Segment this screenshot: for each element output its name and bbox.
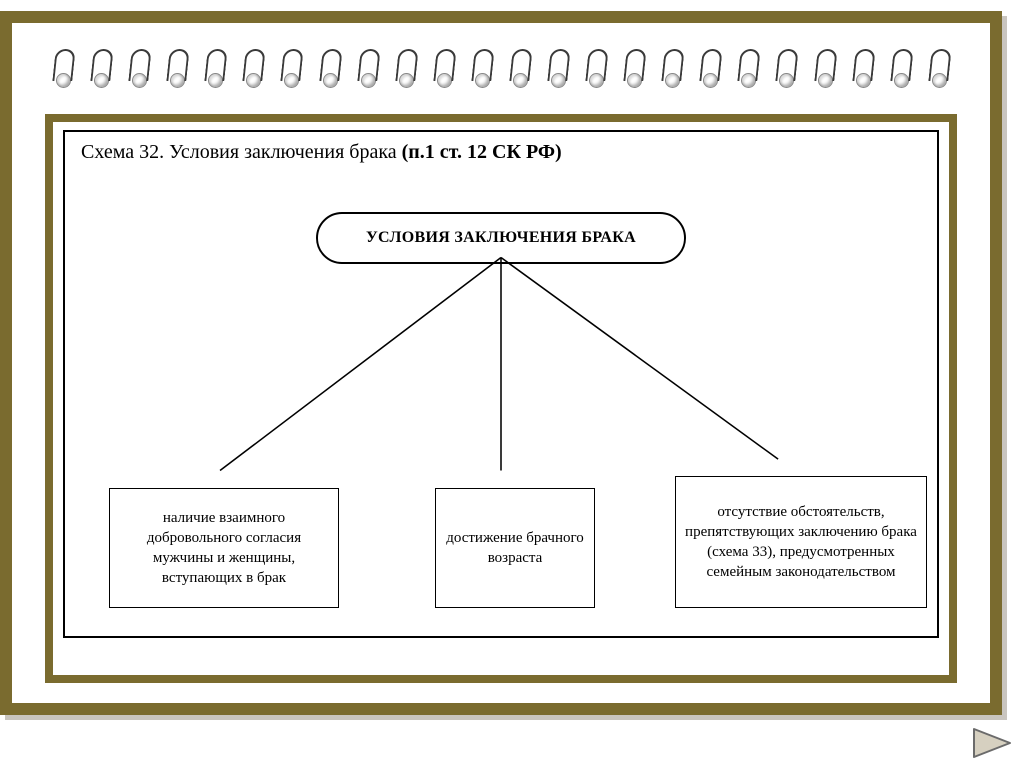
spiral-ring [280,51,302,97]
spiral-ring [128,51,150,97]
play-icon [968,725,1014,761]
spiral-ring [775,51,797,97]
child-2-label: достижение брачного возраста [444,528,586,569]
spiral-ring [623,51,645,97]
spiral-ring [737,51,759,97]
spiral-ring [90,51,112,97]
spiral-ring [242,51,264,97]
spiral-ring [319,51,341,97]
spiral-ring [433,51,455,97]
spiral-ring [357,51,379,97]
spiral-ring [52,51,74,97]
diagram-panel: Схема 32. Условия заключения брака (п.1 … [63,130,939,638]
edge-1 [220,258,501,471]
spiral-binding [52,51,950,97]
spiral-ring [928,51,950,97]
title-prefix: Схема 32. Условия заключения брака [81,141,402,163]
spiral-ring [204,51,226,97]
root-node: УСЛОВИЯ ЗАКЛЮЧЕНИЯ БРАКА [316,212,686,264]
spiral-ring [509,51,531,97]
spiral-ring [661,51,683,97]
root-label: УСЛОВИЯ ЗАКЛЮЧЕНИЯ БРАКА [366,229,636,247]
child-3-label: отсутствие обстоятельств, препятствующих… [684,502,918,583]
spiral-ring [852,51,874,97]
spiral-ring [890,51,912,97]
outer-frame: Схема 32. Условия заключения брака (п.1 … [0,11,1002,715]
spiral-ring [166,51,188,97]
spiral-ring [585,51,607,97]
spiral-ring [395,51,417,97]
child-1-label: наличие взаимного добровольного согласия… [118,508,330,589]
child-node-2: достижение брачного возраста [435,488,595,608]
spiral-ring [471,51,493,97]
spiral-ring [814,51,836,97]
next-button[interactable] [968,725,1014,761]
child-node-1: наличие взаимного добровольного согласия… [109,488,339,608]
title-bold: (п.1 ст. 12 СК РФ) [402,141,562,163]
edge-3 [501,258,778,460]
spiral-ring [547,51,569,97]
spiral-ring [699,51,721,97]
child-node-3: отсутствие обстоятельств, препятствующих… [675,476,927,608]
inner-frame: Схема 32. Условия заключения брака (п.1 … [45,114,957,683]
diagram-title: Схема 32. Условия заключения брака (п.1 … [81,141,562,164]
